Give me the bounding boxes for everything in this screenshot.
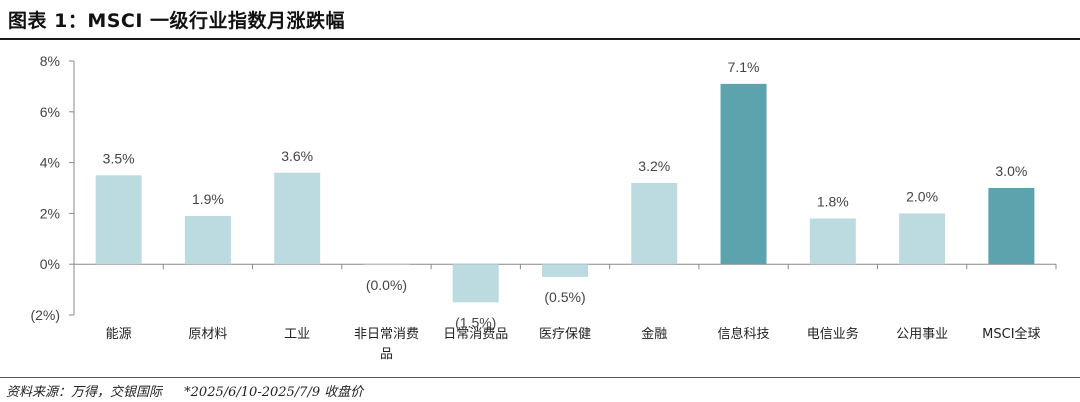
bar-5 — [542, 264, 588, 277]
bar-7 — [720, 83, 767, 265]
category-label-4: 日常消费品 — [443, 327, 508, 342]
data-label-7: 7.1% — [728, 59, 760, 75]
bar-chart: (2%)0%2%4%6%8% 3.5%1.9%3.6%(0.0%)(1.5%)(… — [30, 53, 1057, 362]
category-label-line: 金融 — [641, 326, 667, 342]
y-tick-label: 6% — [40, 104, 60, 120]
category-label-line: 品 — [380, 347, 393, 362]
category-label-7: 信息科技 — [718, 326, 770, 342]
category-label-3: 非日常消费品 — [354, 327, 419, 362]
data-label-8: 1.8% — [817, 193, 849, 209]
bar-6 — [631, 182, 678, 265]
bar-1 — [184, 215, 231, 265]
bars — [95, 83, 1035, 303]
category-label-line: 工业 — [284, 327, 310, 342]
source-label: 资料来源：万得，交银国际 — [6, 385, 163, 400]
data-label-3: (0.0%) — [366, 277, 407, 293]
y-tick-label: 8% — [40, 53, 60, 69]
category-label-0: 能源 — [106, 327, 132, 342]
date-range-note: *2025/6/10-2025/7/9 收盘价 — [184, 385, 364, 400]
y-axis: (2%) 0% 2% 4% 6% 8% — [30, 53, 1057, 323]
category-label-6: 金融 — [641, 326, 667, 342]
data-label-1: 1.9% — [192, 191, 224, 207]
category-label-line: 原材料 — [188, 327, 227, 342]
category-label-10: MSCI全球 — [982, 326, 1040, 342]
bar-10 — [988, 188, 1035, 265]
bar-0 — [95, 175, 142, 265]
category-label-line: 公用事业 — [896, 327, 948, 342]
y-tick-label: 4% — [40, 155, 60, 171]
y-tick-label: (2%) — [30, 307, 60, 323]
category-label-1: 原材料 — [188, 327, 227, 342]
data-label-10: 3.0% — [995, 163, 1027, 179]
category-label-line: 日常消费品 — [443, 327, 508, 342]
category-label-5: 医疗保健 — [539, 327, 591, 342]
data-label-6: 3.2% — [638, 158, 670, 174]
bar-2 — [274, 172, 321, 265]
data-label-2: 3.6% — [281, 148, 313, 164]
y-tick-label: 2% — [40, 205, 60, 221]
data-labels: 3.5% 1.9% 3.6% (0.0%) (1.5%) (0.5%) 3.2% 7.1% 1.… — [103, 59, 1028, 330]
category-label-line: MSCI全球 — [982, 326, 1040, 342]
data-label-4: (1.5%) — [455, 314, 496, 330]
bar-4 — [452, 264, 499, 303]
category-label-8: 电信业务 — [807, 326, 859, 342]
chart-title: 图表 1：MSCI 一级行业指数月涨跌幅 — [8, 10, 346, 32]
source-note: 资料来源：万得，交银国际 *2025/6/10-2025/7/9 收盘价 — [6, 381, 381, 400]
bar-8 — [809, 218, 856, 265]
data-label-5: (0.5%) — [544, 289, 585, 305]
category-label-line: 电信业务 — [807, 326, 859, 342]
footer-divider — [0, 377, 1080, 378]
category-label-line: 信息科技 — [718, 326, 770, 342]
category-label-line: 医疗保健 — [539, 327, 591, 342]
category-label-9: 公用事业 — [896, 327, 948, 342]
bar-9 — [899, 213, 946, 265]
category-labels: 能源 原材料 工业 非日常消费品 日常消费品 医疗保健 金融 信息科技 电信业务 公用事业 MSCI… — [106, 326, 1041, 362]
bar-3 — [363, 264, 410, 265]
y-tick-label: 0% — [40, 256, 60, 272]
data-label-9: 2.0% — [906, 188, 938, 204]
category-label-line: 能源 — [106, 327, 132, 342]
data-label-0: 3.5% — [103, 150, 135, 166]
category-label-2: 工业 — [284, 327, 310, 342]
category-label-line: 非日常消费 — [354, 327, 419, 342]
title-divider — [0, 38, 1080, 40]
